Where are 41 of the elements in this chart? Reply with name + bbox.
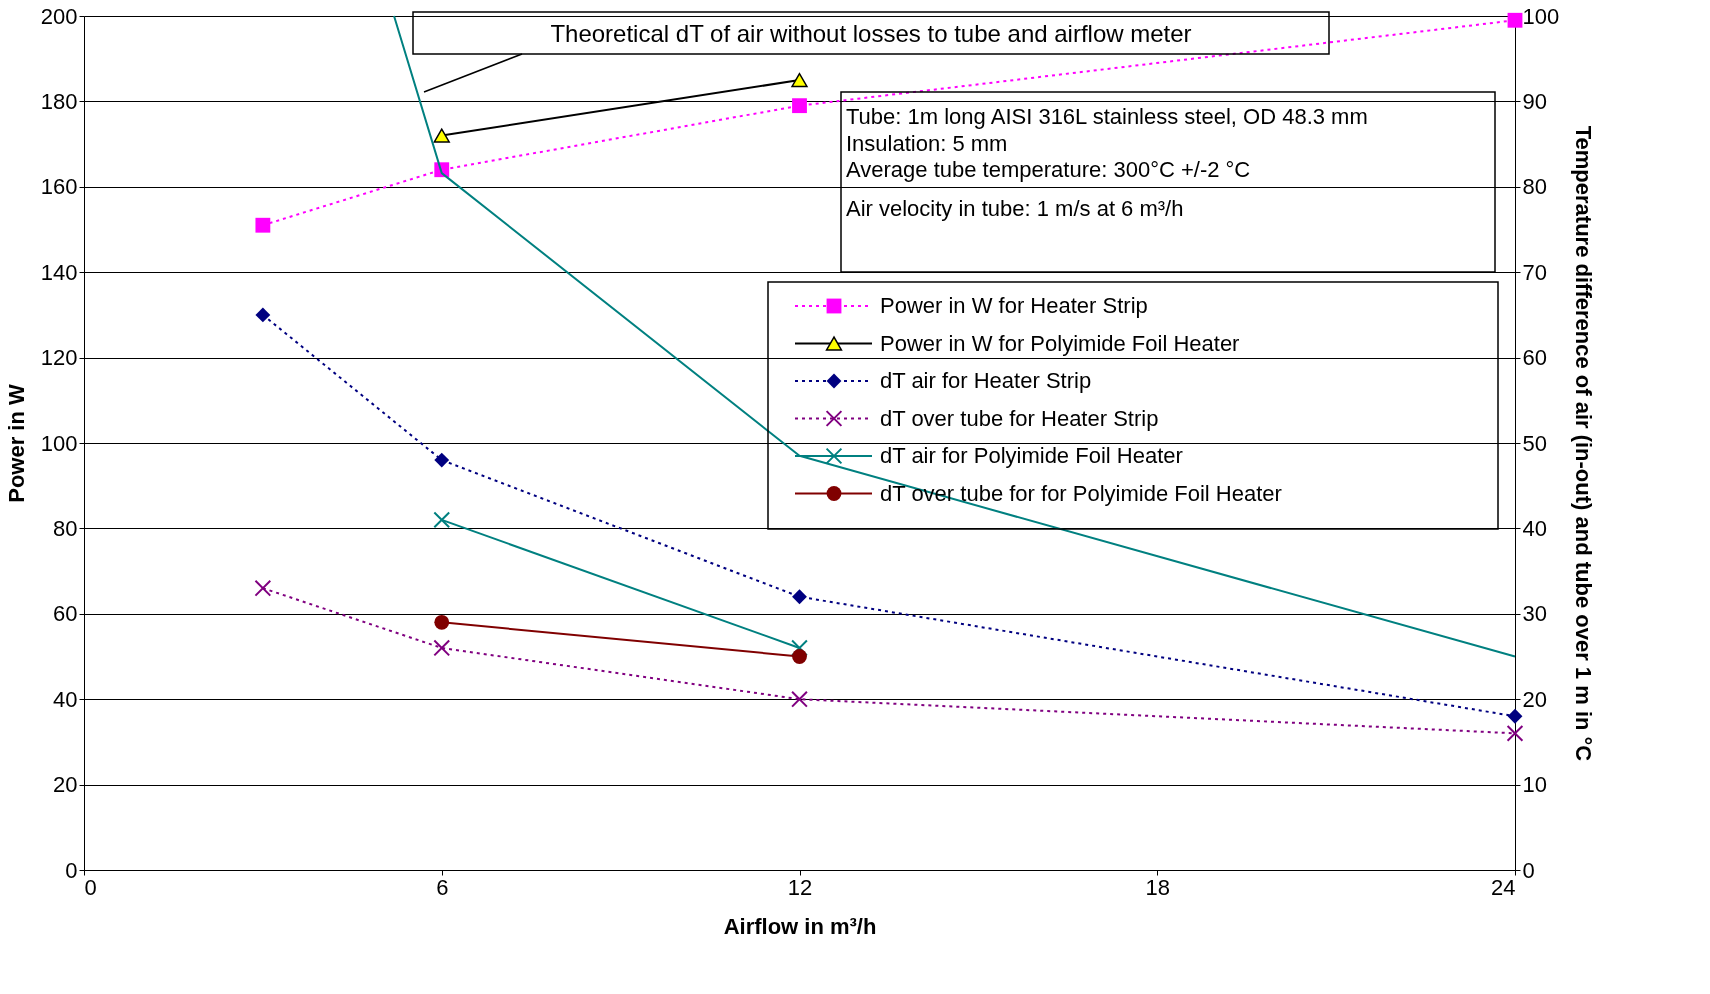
y-axis-title: Power in W (3, 383, 29, 503)
y2-tick-label: 90 (1522, 88, 1547, 114)
y-tick-label: 180 (40, 88, 78, 114)
x-tick-label: 18 (1145, 874, 1170, 900)
annotation: Air velocity in tube: 1 m/s at 6 m³/h (846, 196, 1184, 221)
legend-label: dT over tube for Heater Strip (880, 405, 1159, 431)
x-axis-title: Airflow in m³/h (723, 913, 877, 939)
y2-tick-label: 20 (1522, 686, 1547, 712)
y2-tick-label: 30 (1522, 601, 1547, 627)
legend-label: Power in W for Polyimide Foil Heater (880, 330, 1240, 356)
annotation: Theoretical dT of air without losses to tube and airflow meter (550, 20, 1192, 47)
y2-tick-label: 80 (1522, 174, 1547, 200)
x-tick-label: 12 (787, 874, 813, 900)
y-tick-label: 40 (53, 686, 78, 712)
y-tick-label: 80 (53, 515, 78, 541)
x-tick-label: 6 (436, 874, 449, 900)
annotation: Insulation: 5 mm (846, 131, 1008, 156)
y2-axis-title: Temperature difference of air (in-out) and tube over 1 m in °C (1571, 125, 1597, 762)
y2-tick-label: 60 (1522, 345, 1547, 371)
y-tick-label: 20 (53, 772, 78, 798)
y2-tick-label: 40 (1522, 515, 1547, 541)
y-tick-label: 0 (65, 857, 78, 883)
y2-tick-label: 70 (1522, 259, 1547, 285)
y2-tick-label: 50 (1522, 430, 1547, 456)
y-tick-label: 200 (40, 3, 78, 29)
legend-label: Power in W for Heater Strip (880, 293, 1148, 318)
y2-tick-label: 0 (1522, 857, 1535, 883)
line-series (393, 15, 1516, 658)
y2-tick-label: 10 (1522, 772, 1547, 798)
annotation: Average tube temperature: 300°C +/-2 °C (846, 157, 1251, 182)
y-tick-label: 140 (40, 259, 78, 285)
y2-tick-label: 100 (1522, 3, 1560, 29)
y-tick-label: 60 (53, 601, 78, 627)
legend-label: dT air for Polyimide Foil Heater (880, 443, 1183, 468)
y-tick-label: 160 (40, 174, 78, 200)
x-tick-label: 24 (1491, 874, 1516, 900)
x-tick-label: 0 (84, 874, 97, 900)
annotation: Tube: 1m long AISI 316L stainless steel, OD 48.3 mm (846, 104, 1368, 129)
y-tick-label: 120 (40, 345, 78, 371)
legend-label: dT air for Heater Strip (880, 368, 1092, 393)
y-tick-label: 100 (40, 430, 78, 456)
